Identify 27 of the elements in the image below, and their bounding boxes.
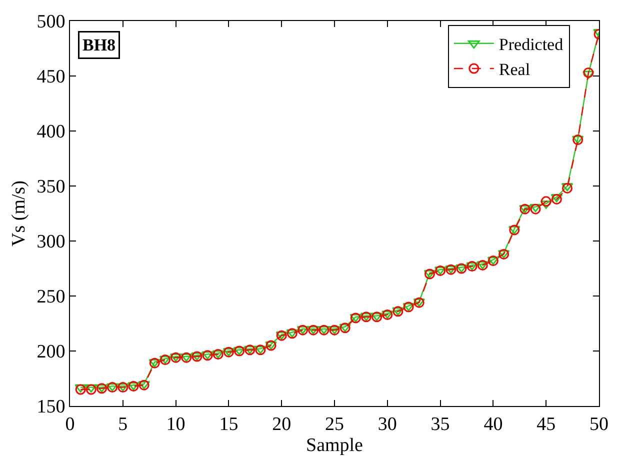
legend-label: Predicted [498, 35, 564, 54]
y-tick-label: 500 [36, 12, 66, 33]
x-tick-label: 15 [219, 414, 238, 435]
annotation: BH8 [82, 36, 116, 54]
x-tick-label: 30 [378, 414, 397, 435]
y-tick-label: 150 [36, 396, 66, 418]
y-tick-label: 450 [36, 66, 66, 88]
x-tick-label: 20 [272, 414, 292, 435]
x-tick-label: 50 [590, 414, 608, 435]
point [540, 196, 552, 207]
point [583, 67, 594, 78]
y-tick-label: 300 [36, 232, 66, 253]
legend-label: Real [498, 60, 530, 80]
y-tick-label: 200 [36, 342, 66, 363]
x-tick-label: 45 [536, 414, 556, 435]
x-axis-title: Sample [306, 434, 363, 456]
x-tick-label: 25 [325, 414, 344, 435]
x-tick-label: 5 [118, 414, 128, 435]
x-tick-label: 40 [484, 414, 503, 435]
x-tick-label: 0 [65, 414, 75, 435]
x-tick-label: 10 [166, 414, 186, 435]
point [582, 70, 594, 80]
y-tick-label: 400 [36, 122, 66, 143]
y-axis-title: Vs (m/s) [8, 180, 30, 246]
y-tick-label: 250 [36, 286, 66, 308]
y-tick-label: 350 [36, 176, 66, 198]
x-tick-label: 35 [430, 414, 450, 435]
